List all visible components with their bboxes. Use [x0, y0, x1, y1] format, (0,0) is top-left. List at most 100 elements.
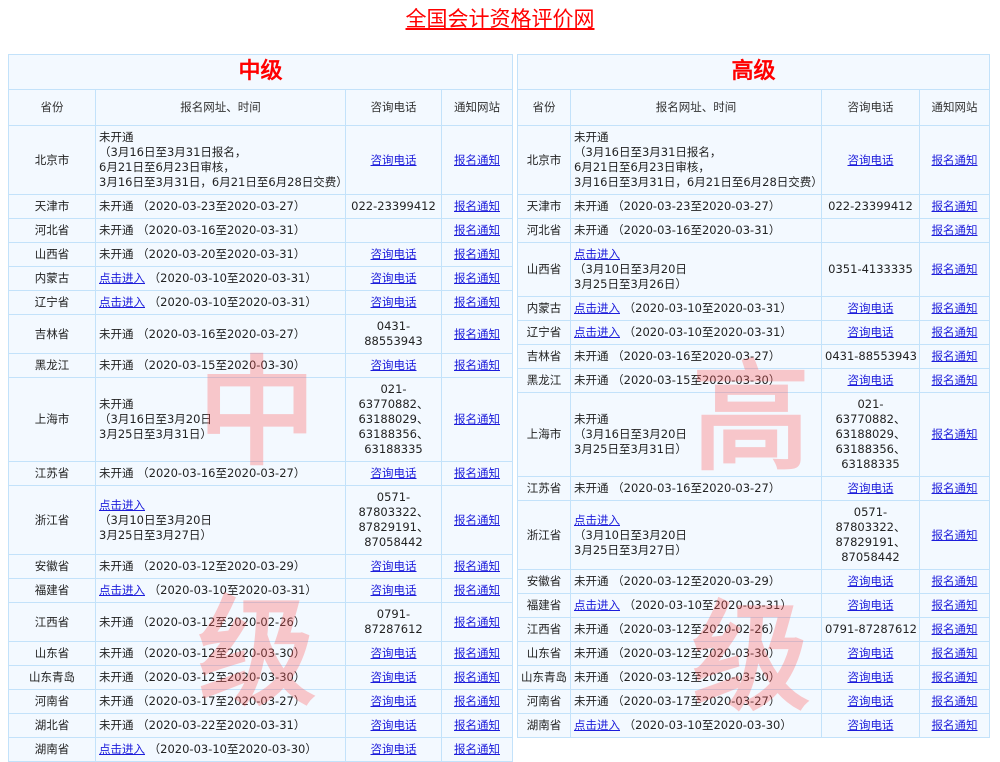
- notice-link[interactable]: 报名通知: [931, 152, 978, 167]
- enter-link[interactable]: 点击进入: [574, 301, 620, 315]
- enter-link[interactable]: 点击进入: [99, 742, 145, 756]
- enter-link[interactable]: 点击进入: [574, 718, 620, 732]
- notice-link[interactable]: 报名通知: [454, 694, 500, 708]
- phone-link[interactable]: 咨询电话: [370, 583, 417, 597]
- phone-link[interactable]: 咨询电话: [847, 598, 894, 612]
- notice-link[interactable]: 报名通知: [454, 247, 500, 261]
- date-line: 6月21日至6月23日审核，: [99, 160, 235, 174]
- phone-link[interactable]: 咨询电话: [370, 152, 417, 167]
- province-cell: 山西省: [517, 242, 571, 297]
- notice-link[interactable]: 报名通知: [931, 262, 978, 276]
- status-text: 未开通: [99, 466, 134, 480]
- site-title-link[interactable]: 全国会计资格评价网: [405, 7, 595, 31]
- notice-link[interactable]: 报名通知: [454, 512, 500, 527]
- phone-link[interactable]: 咨询电话: [370, 742, 417, 756]
- notice-link[interactable]: 报名通知: [931, 574, 978, 588]
- table-row: 江西省未开通 （2020-03-12至2020-02-26）0791-87287…: [8, 602, 514, 642]
- phone-link[interactable]: 咨询电话: [847, 670, 894, 684]
- registration-cell: 点击进入 （3月10日至3月20日 3月25日至3月27日）: [570, 500, 822, 570]
- notice-cell: 报名通知: [918, 665, 991, 690]
- enter-link[interactable]: 点击进入: [99, 497, 145, 512]
- notice-link[interactable]: 报名通知: [454, 742, 500, 756]
- enter-link[interactable]: 点击进入: [99, 583, 145, 597]
- notice-link[interactable]: 报名通知: [454, 358, 500, 372]
- column-header: 省份: [517, 89, 571, 126]
- notice-link[interactable]: 报名通知: [454, 614, 500, 629]
- phone-link[interactable]: 咨询电话: [370, 670, 417, 684]
- phone-link[interactable]: 咨询电话: [847, 152, 894, 167]
- notice-link[interactable]: 报名通知: [931, 373, 978, 387]
- notice-link[interactable]: 报名通知: [454, 271, 500, 285]
- notice-link[interactable]: 报名通知: [454, 152, 500, 167]
- table-row: 山东省 未开通 （2020-03-12至2020-03-30） 咨询电话 报名通知: [8, 641, 514, 666]
- notice-link[interactable]: 报名通知: [454, 718, 500, 732]
- notice-link[interactable]: 报名通知: [454, 295, 500, 309]
- enter-link[interactable]: 点击进入: [574, 598, 620, 612]
- phone-link[interactable]: 咨询电话: [847, 646, 894, 660]
- enter-link[interactable]: 点击进入: [99, 271, 145, 285]
- table-row: 吉林省未开通 （2020-03-16至2020-03-27）0431-88553…: [8, 314, 514, 354]
- province-cell: 北京市: [8, 125, 96, 195]
- phone-link[interactable]: 咨询电话: [370, 247, 417, 261]
- phone-link[interactable]: 咨询电话: [847, 694, 894, 708]
- phone-link[interactable]: 咨询电话: [847, 325, 894, 339]
- notice-link[interactable]: 报名通知: [454, 412, 500, 426]
- notice-link[interactable]: 报名通知: [454, 670, 500, 684]
- phone-link[interactable]: 咨询电话: [370, 718, 417, 732]
- notice-link[interactable]: 报名通知: [454, 583, 500, 597]
- phone-link[interactable]: 咨询电话: [370, 466, 417, 480]
- phone-link[interactable]: 咨询电话: [370, 694, 417, 708]
- phone-link[interactable]: 咨询电话: [847, 373, 894, 387]
- notice-link[interactable]: 报名通知: [454, 559, 500, 573]
- enter-link[interactable]: 点击进入: [574, 247, 620, 261]
- mid-registration-table: 中级 省份 报名网址、时间 咨询电话 通知网站 北京市 未开通 （3月16日至3月31日报名，…: [7, 54, 514, 762]
- notice-link[interactable]: 报名通知: [454, 466, 500, 480]
- notice-link[interactable]: 报名通知: [931, 527, 978, 542]
- notice-link[interactable]: 报名通知: [931, 349, 978, 363]
- status-text: 未开通: [99, 694, 134, 708]
- registration-cell: 点击进入 （3月10日至3月20日 3月25日至3月26日）: [570, 242, 822, 297]
- notice-link[interactable]: 报名通知: [931, 199, 978, 213]
- phone-link[interactable]: 咨询电话: [370, 295, 417, 309]
- notice-link[interactable]: 报名通知: [931, 481, 978, 495]
- notice-link[interactable]: 报名通知: [931, 427, 978, 441]
- phone-number: 63188335: [364, 442, 423, 456]
- notice-link[interactable]: 报名通知: [931, 301, 978, 315]
- notice-link[interactable]: 报名通知: [931, 670, 978, 684]
- phone-cell: 咨询电话: [821, 665, 920, 690]
- registration-cell: 点击进入 （3月10日至3月20日 3月25日至3月27日）: [95, 485, 346, 555]
- phone-link[interactable]: 咨询电话: [847, 718, 894, 732]
- notice-link[interactable]: 报名通知: [454, 199, 500, 213]
- table-row: 辽宁省 点击进入 （2020-03-10至2020-03-31） 咨询电话 报名通知: [8, 290, 514, 315]
- notice-cell: 报名通知: [918, 368, 991, 393]
- phone-link[interactable]: 咨询电话: [847, 574, 894, 588]
- senior-level-panel: 高级 省份 报名网址、时间 咨询电话 通知网站 北京市 未开通 （3月16日至3月31日报名，…: [516, 54, 991, 738]
- notice-cell: 报名通知: [918, 569, 991, 594]
- phone-cell: 咨询电话: [821, 296, 920, 321]
- notice-link[interactable]: 报名通知: [931, 718, 978, 732]
- phone-link[interactable]: 咨询电话: [370, 271, 417, 285]
- notice-link[interactable]: 报名通知: [931, 598, 978, 612]
- notice-link[interactable]: 报名通知: [931, 622, 978, 636]
- notice-link[interactable]: 报名通知: [454, 326, 500, 341]
- province-cell: 安徽省: [8, 554, 96, 579]
- notice-link[interactable]: 报名通知: [931, 223, 978, 237]
- province-cell: 黑龙江: [8, 353, 96, 378]
- phone-link[interactable]: 咨询电话: [370, 358, 417, 372]
- notice-link[interactable]: 报名通知: [931, 646, 978, 660]
- enter-link[interactable]: 点击进入: [99, 295, 145, 309]
- enter-link[interactable]: 点击进入: [574, 512, 620, 527]
- enter-link[interactable]: 点击进入: [574, 325, 620, 339]
- phone-cell: 咨询电话: [821, 476, 920, 501]
- notice-link[interactable]: 报名通知: [454, 646, 500, 660]
- phone-link[interactable]: 咨询电话: [847, 481, 894, 495]
- notice-link[interactable]: 报名通知: [454, 223, 500, 237]
- phone-link[interactable]: 咨询电话: [370, 559, 417, 573]
- phone-link[interactable]: 咨询电话: [370, 646, 417, 660]
- notice-link[interactable]: 报名通知: [931, 694, 978, 708]
- notice-link[interactable]: 报名通知: [931, 325, 978, 339]
- notice-cell: 报名通知: [440, 554, 514, 579]
- phone-link[interactable]: 咨询电话: [847, 301, 894, 315]
- registration-cell: 未开通 （3月16日至3月31日报名， 6月21日至6月23日审核， 3月16日至3月…: [95, 125, 348, 195]
- phone-cell: 0571- 87803322、 87829191、 87058442: [345, 485, 442, 555]
